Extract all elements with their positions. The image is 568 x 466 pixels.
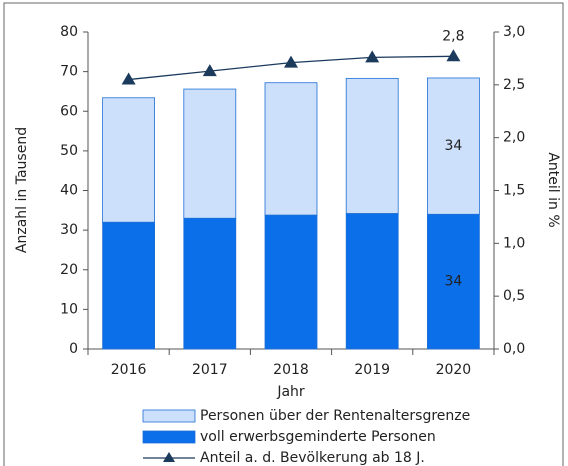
bar	[426, 77, 480, 215]
bar	[345, 213, 399, 350]
y-tick-label: 60	[60, 103, 78, 119]
y2-tick-label: 0,5	[503, 288, 525, 304]
x-tick-label: 2016	[111, 362, 147, 378]
legend-swatch	[142, 409, 196, 423]
line-marker	[284, 55, 298, 68]
data-label: 34	[444, 138, 462, 154]
line-marker	[121, 72, 136, 85]
bar	[264, 82, 318, 216]
bar	[183, 88, 237, 219]
data-label: 34	[444, 274, 462, 290]
bar	[102, 97, 155, 223]
y-axis-label: Anzahl in Tausend	[14, 127, 30, 253]
y-tick-label: 20	[60, 262, 78, 278]
y2-tick-label: 1,0	[503, 235, 525, 251]
legend-swatch	[142, 430, 196, 444]
x-tick-label: 2017	[192, 362, 228, 378]
y2-tick-label: 1,5	[503, 183, 525, 199]
legend-label: Personen über der Rentenaltersgrenze	[200, 408, 470, 424]
x-axis-label: Jahr	[276, 384, 305, 400]
y-tick-label: 30	[60, 222, 78, 238]
y-tick-label: 0	[69, 341, 78, 357]
data-label: 2,8	[442, 28, 464, 44]
bar	[183, 217, 237, 350]
y-tick-label: 50	[60, 143, 78, 159]
line-marker	[446, 49, 461, 62]
y2-tick-label: 3,0	[503, 24, 525, 40]
y2-tick-label: 2,5	[503, 77, 525, 93]
x-tick-label: 2020	[436, 362, 472, 378]
y-tick-label: 40	[60, 183, 78, 199]
y-tick-label: 70	[60, 64, 78, 80]
line-marker	[202, 64, 217, 77]
y-tick-label: 10	[60, 301, 78, 317]
bar	[102, 221, 155, 350]
x-tick-label: 2019	[354, 362, 390, 378]
y-tick-label: 80	[60, 24, 78, 40]
bar	[426, 213, 480, 350]
y2-axis-label: Anteil in %	[545, 152, 561, 227]
x-tick-label: 2018	[273, 362, 309, 378]
bar	[345, 77, 399, 214]
legend-marker	[163, 452, 175, 462]
legend-label: Anteil a. d. Bevölkerung ab 18 J.	[200, 450, 425, 466]
y2-tick-label: 0,0	[503, 341, 525, 357]
bar	[264, 214, 318, 350]
y2-tick-label: 2,0	[503, 130, 525, 146]
legend-label: voll erwerbsgeminderte Personen	[200, 429, 436, 445]
frame	[3, 2, 564, 466]
line-marker	[365, 50, 380, 63]
